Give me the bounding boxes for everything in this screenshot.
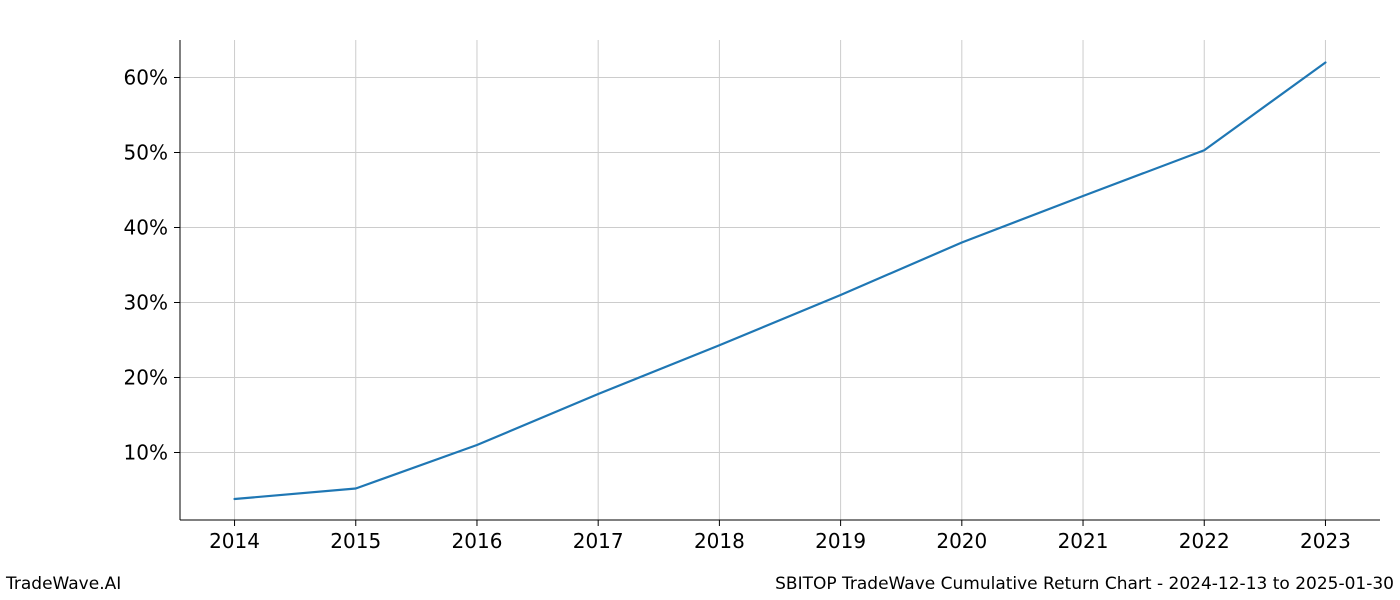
footer-brand-text: TradeWave.AI bbox=[6, 574, 121, 594]
x-tick-label: 2019 bbox=[815, 529, 866, 553]
x-tick-label: 2023 bbox=[1300, 529, 1351, 553]
y-tick-label: 40% bbox=[124, 216, 168, 240]
y-tick-label: 60% bbox=[124, 66, 168, 90]
y-tick-label: 20% bbox=[124, 366, 168, 390]
y-tick-label: 30% bbox=[124, 291, 168, 315]
x-tick-label: 2020 bbox=[936, 529, 987, 553]
x-tick-label: 2014 bbox=[209, 529, 260, 553]
x-tick-label: 2022 bbox=[1179, 529, 1230, 553]
chart-container: 2014 2015 2016 2017 2018 2019 2020 2021 2022 2023… bbox=[0, 0, 1400, 600]
y-tick-label: 50% bbox=[124, 141, 168, 165]
x-tick-label: 2016 bbox=[452, 529, 503, 553]
x-tick-label: 2021 bbox=[1058, 529, 1109, 553]
x-tick-label: 2018 bbox=[694, 529, 745, 553]
y-tick-label: 10% bbox=[124, 441, 168, 465]
line-chart: 2014 2015 2016 2017 2018 2019 2020 2021 2022 2023… bbox=[0, 0, 1400, 600]
x-tick-label: 2015 bbox=[330, 529, 381, 553]
x-tick-label: 2017 bbox=[573, 529, 624, 553]
footer-caption-text: SBITOP TradeWave Cumulative Return Chart… bbox=[775, 574, 1394, 594]
chart-background bbox=[0, 0, 1400, 600]
